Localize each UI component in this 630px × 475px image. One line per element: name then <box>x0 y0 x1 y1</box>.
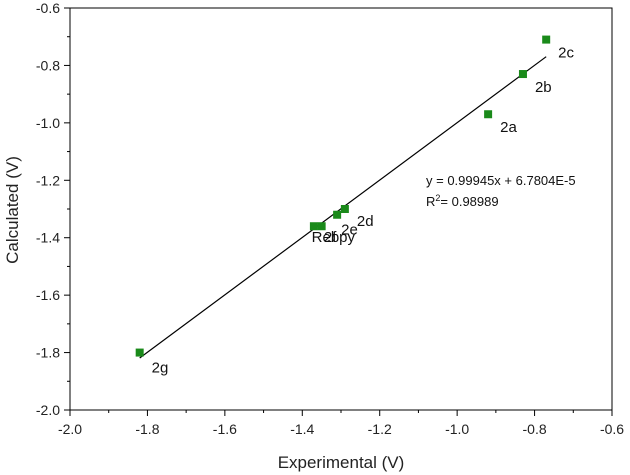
x-tick-label: -1.0 <box>445 421 469 437</box>
x-tick-label: -1.2 <box>368 421 392 437</box>
y-tick-label: -1.4 <box>36 230 60 246</box>
y-tick-label: -0.8 <box>36 57 60 73</box>
y-tick-label: -1.6 <box>36 287 60 303</box>
x-axis-title: Experimental (V) <box>278 453 405 472</box>
point-label-2c: 2c <box>558 45 574 62</box>
data-point-rebpy <box>317 222 326 231</box>
tick-labels: -2.0 -1.8 -1.6 -1.4 -1.2 -1.0 -0.8 -0.6 -2.0 -1.8… <box>36 0 624 437</box>
x-tick-label: -1.4 <box>290 421 314 437</box>
x-tick-label: -1.6 <box>213 421 237 437</box>
x-tick-label: -0.8 <box>523 421 547 437</box>
y-axis-title: Calculated (V) <box>3 156 22 264</box>
data-point-2b <box>518 70 527 79</box>
point-label-rebpy: Rebpy <box>312 229 356 246</box>
y-tick-label: -1.2 <box>36 172 60 188</box>
data-point-2f <box>309 222 318 231</box>
tick-marks <box>64 7 613 416</box>
data-point-2g <box>135 348 144 357</box>
y-tick-label: -1.8 <box>36 345 60 361</box>
data-point-2a <box>484 110 493 119</box>
point-label-2e: 2e <box>341 222 358 239</box>
r-squared-value: = 0.98989 <box>440 194 498 209</box>
regression-equation: y = 0.99945x + 6.7804E-5 <box>426 173 576 188</box>
x-tick-label: -0.6 <box>600 421 624 437</box>
point-label-2f: 2f <box>324 229 337 246</box>
point-label-2b: 2b <box>535 79 552 96</box>
x-tick-label: -2.0 <box>58 421 82 437</box>
y-tick-label: -1.0 <box>36 115 60 131</box>
x-tick-label: -1.8 <box>135 421 159 437</box>
r-squared-superscript: 2 <box>435 193 440 203</box>
point-label-2g: 2g <box>152 360 169 377</box>
y-tick-label: -2.0 <box>36 402 60 418</box>
r-squared-annotation: R2= 0.98989 <box>426 193 499 209</box>
data-point-2e <box>333 210 342 219</box>
data-points <box>135 35 551 357</box>
y-tick-label: -0.6 <box>36 0 60 16</box>
r-squared-symbol: R <box>426 194 435 209</box>
data-point-2d <box>340 205 349 213</box>
point-label-2a: 2a <box>500 119 517 136</box>
data-point-2c <box>542 35 551 44</box>
point-label-2d: 2d <box>357 213 374 230</box>
